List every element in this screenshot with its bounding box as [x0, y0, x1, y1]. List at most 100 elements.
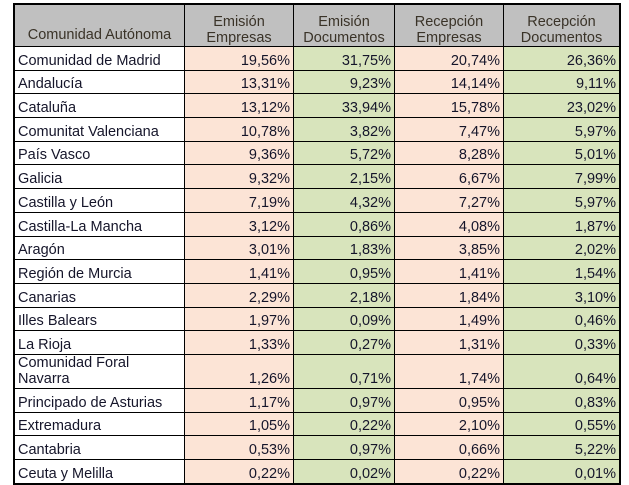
- cell-recepcion-empresas: 1,84%: [394, 282, 504, 308]
- table-row: Comunidad de Madrid 19,56% 31,75% 20,74% 26,…: [13, 46, 621, 71]
- cell-recepcion-documentos: 23,02%: [503, 93, 621, 119]
- cell-emision-documentos: 1,83%: [293, 235, 395, 261]
- cell-emision-empresas: 1,17%: [184, 387, 294, 413]
- cell-comunidad: Principado de Asturias: [13, 387, 185, 413]
- table-row: Galicia 9,32% 2,15% 6,67% 7,99%: [13, 164, 621, 190]
- cell-comunidad: Castilla y León: [13, 188, 185, 213]
- header-line: Empresas: [416, 30, 482, 46]
- cell-recepcion-empresas: 2,10%: [394, 411, 504, 437]
- table-row: La Rioja 1,33% 0,27% 1,31% 0,33%: [13, 330, 621, 355]
- cell-comunidad: Comunitat Valenciana: [13, 117, 185, 142]
- comunidades-table: Comunidad Autónoma Emisión Empresas Emisi…: [13, 3, 621, 485]
- header-line: Recepción: [414, 14, 484, 30]
- table-row: Castilla-La Mancha 3,12% 0,86% 4,08% 1,87%: [13, 211, 621, 237]
- cell-emision-empresas: 0,53%: [184, 435, 294, 460]
- cell-comunidad: Illes Balears: [13, 306, 185, 332]
- cell-recepcion-empresas: 0,22%: [394, 458, 504, 485]
- cell-emision-empresas: 0,22%: [184, 458, 294, 485]
- header-comunidad: Comunidad Autónoma: [13, 3, 185, 47]
- cell-emision-documentos: 0,22%: [293, 411, 395, 437]
- cell-comunidad: Región de Murcia: [13, 259, 185, 284]
- cell-recepcion-empresas: 3,85%: [394, 235, 504, 261]
- cell-comunidad: Comunidad de Madrid: [13, 46, 185, 71]
- cell-emision-documentos: 2,18%: [293, 282, 395, 308]
- header-emision-empresas: Emisión Empresas: [184, 3, 294, 47]
- cell-recepcion-empresas: 0,66%: [394, 435, 504, 460]
- table-row: Cantabria 0,53% 0,97% 0,66% 5,22%: [13, 435, 621, 460]
- cell-emision-documentos: 9,23%: [293, 69, 395, 95]
- cell-recepcion-documentos: 5,22%: [503, 435, 621, 460]
- cell-emision-empresas: 1,05%: [184, 411, 294, 437]
- cell-comunidad: Ceuta y Melilla: [13, 458, 185, 485]
- cell-recepcion-documentos: 0,64%: [503, 353, 621, 389]
- table-row: Castilla y León 7,19% 4,32% 7,27% 5,97%: [13, 188, 621, 213]
- table-row: Comunitat Valenciana 10,78% 3,82% 7,47% 5,97…: [13, 117, 621, 142]
- cell-emision-documentos: 0,95%: [293, 259, 395, 284]
- cell-emision-documentos: 0,09%: [293, 306, 395, 332]
- cell-recepcion-empresas: 14,14%: [394, 69, 504, 95]
- cell-emision-documentos: 5,72%: [293, 140, 395, 166]
- cell-recepcion-documentos: 5,97%: [503, 188, 621, 213]
- table-row: Cataluña 13,12% 33,94% 15,78% 23,02%: [13, 93, 621, 119]
- cell-emision-documentos: 4,32%: [293, 188, 395, 213]
- cell-emision-documentos: 31,75%: [293, 46, 395, 71]
- cell-recepcion-empresas: 20,74%: [394, 46, 504, 71]
- cell-emision-documentos: 3,82%: [293, 117, 395, 142]
- cell-comunidad: Galicia: [13, 164, 185, 190]
- cell-emision-empresas: 1,41%: [184, 259, 294, 284]
- header-line: Emisión: [213, 14, 265, 30]
- cell-recepcion-empresas: 1,41%: [394, 259, 504, 284]
- cell-recepcion-empresas: 7,47%: [394, 117, 504, 142]
- table-row: País Vasco 9,36% 5,72% 8,28% 5,01%: [13, 140, 621, 166]
- cell-emision-documentos: 2,15%: [293, 164, 395, 190]
- cell-emision-empresas: 13,12%: [184, 93, 294, 119]
- cell-emision-empresas: 9,32%: [184, 164, 294, 190]
- cell-recepcion-documentos: 0,33%: [503, 330, 621, 355]
- cell-comunidad: Castilla-La Mancha: [13, 211, 185, 237]
- cell-comunidad: País Vasco: [13, 140, 185, 166]
- header-line: Documentos: [520, 30, 603, 46]
- cell-recepcion-empresas: 1,49%: [394, 306, 504, 332]
- cell-emision-documentos: 0,02%: [293, 458, 395, 485]
- cell-recepcion-empresas: 6,67%: [394, 164, 504, 190]
- cell-comunidad: La Rioja: [13, 330, 185, 355]
- cell-recepcion-documentos: 0,46%: [503, 306, 621, 332]
- header-line: Emisión: [318, 14, 370, 30]
- cell-emision-empresas: 9,36%: [184, 140, 294, 166]
- header-recepcion-documentos: Recepción Documentos: [503, 3, 621, 47]
- cell-recepcion-empresas: 1,74%: [394, 353, 504, 389]
- cell-recepcion-empresas: 0,95%: [394, 387, 504, 413]
- table-row: Comunidad Foral Navarra 1,26% 0,71% 1,74% 0,…: [13, 353, 621, 389]
- cell-recepcion-documentos: 0,83%: [503, 387, 621, 413]
- table-row: Principado de Asturias 1,17% 0,97% 0,95% 0,8…: [13, 387, 621, 413]
- cell-recepcion-documentos: 2,02%: [503, 235, 621, 261]
- cell-recepcion-empresas: 8,28%: [394, 140, 504, 166]
- table-row: Ceuta y Melilla 0,22% 0,02% 0,22% 0,01%: [13, 458, 621, 485]
- cell-recepcion-documentos: 5,97%: [503, 117, 621, 142]
- cell-recepcion-documentos: 0,55%: [503, 411, 621, 437]
- cell-comunidad: Canarias: [13, 282, 185, 308]
- cell-emision-empresas: 7,19%: [184, 188, 294, 213]
- header-row: Comunidad Autónoma Emisión Empresas Emisi…: [13, 3, 621, 47]
- cell-recepcion-documentos: 7,99%: [503, 164, 621, 190]
- cell-emision-documentos: 33,94%: [293, 93, 395, 119]
- cell-emision-empresas: 1,26%: [184, 353, 294, 389]
- cell-recepcion-documentos: 1,87%: [503, 211, 621, 237]
- cell-comunidad: Aragón: [13, 235, 185, 261]
- table-row: Canarias 2,29% 2,18% 1,84% 3,10%: [13, 282, 621, 308]
- cell-comunidad: Extremadura: [13, 411, 185, 437]
- cell-comunidad: Comunidad Foral Navarra: [13, 353, 185, 389]
- cell-recepcion-documentos: 1,54%: [503, 259, 621, 284]
- cell-comunidad: Andalucía: [13, 69, 185, 95]
- cell-emision-empresas: 1,97%: [184, 306, 294, 332]
- cell-recepcion-documentos: 26,36%: [503, 46, 621, 71]
- cell-emision-empresas: 3,01%: [184, 235, 294, 261]
- header-line: Recepción: [527, 14, 596, 30]
- cell-recepcion-documentos: 0,01%: [503, 458, 621, 485]
- cell-emision-empresas: 19,56%: [184, 46, 294, 71]
- cell-comunidad: Cataluña: [13, 93, 185, 119]
- cell-emision-empresas: 13,31%: [184, 69, 294, 95]
- cell-recepcion-documentos: 5,01%: [503, 140, 621, 166]
- cell-recepcion-documentos: 9,11%: [503, 69, 621, 95]
- cell-emision-documentos: 0,97%: [293, 387, 395, 413]
